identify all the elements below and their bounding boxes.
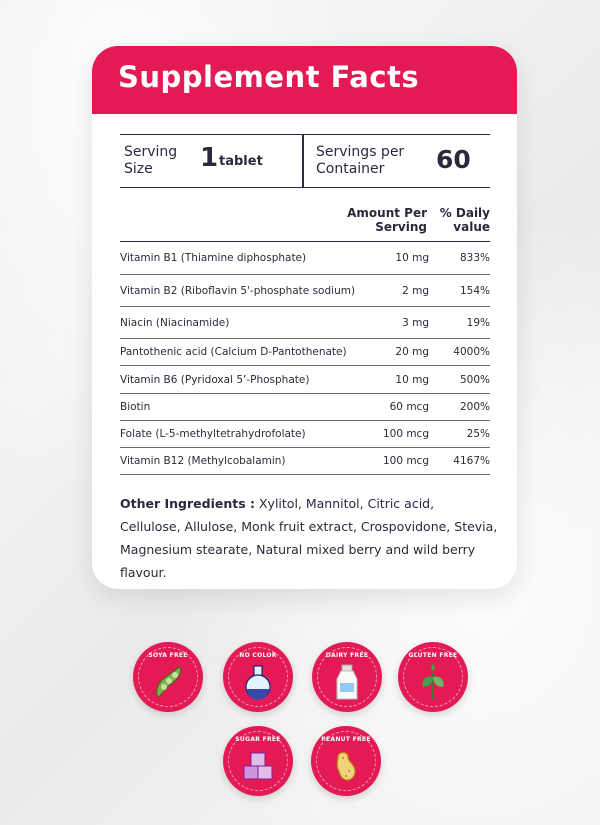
- table-row: Vitamin B1 (Thiamine diphosphate) 10 mg …: [120, 242, 490, 275]
- badge-label: GLUTEN FREE: [408, 652, 458, 659]
- servings-per-container-label: Servings per Container: [316, 144, 405, 177]
- nutrient-name: Vitamin B6 (Pyridoxal 5’-Phosphate): [120, 373, 310, 386]
- nutrient-amount: 20 mg: [395, 346, 429, 358]
- table-row: Biotin 60 mcg 200%: [120, 394, 490, 421]
- peanut-free-badge: PEANUT FREE: [311, 726, 381, 796]
- nutrient-amount: 3 mg: [402, 316, 429, 329]
- nutrient-amount: 100 mcg: [382, 428, 429, 440]
- nutrient-daily-value: 833%: [459, 252, 490, 264]
- supplement-facts-card: Supplement Facts Serving Size 1 tablet S…: [92, 46, 517, 589]
- badge-label: NO COLOR: [239, 652, 277, 659]
- table-row: Vitamin B6 (Pyridoxal 5’-Phosphate) 10 m…: [120, 366, 490, 394]
- badge-label: SUGAR FREE: [235, 736, 281, 743]
- soybean-icon: [156, 666, 181, 698]
- amount-per-serving-header: Amount Per Serving: [347, 206, 427, 234]
- badge-label: PEANUT FREE: [321, 736, 371, 743]
- nutrient-daily-value: 19%: [466, 316, 490, 329]
- nutrient-daily-value: 4000%: [453, 346, 490, 358]
- nutrient-name: Vitamin B2 (Riboflavin 5'-phosphate sodi…: [120, 284, 356, 297]
- sugar-free-badge: SUGAR FREE: [223, 726, 293, 796]
- other-ingredients: Other Ingredients : Xylitol, Mannitol, C…: [120, 492, 498, 584]
- nutrient-daily-value: 154%: [459, 284, 490, 297]
- nutrient-name: Vitamin B1 (Thiamine diphosphate): [120, 252, 307, 264]
- table-row: Pantothenic acid (Calcium D-Pantothenate…: [120, 339, 490, 366]
- dairy-free-badge: DAIRY FREE: [312, 642, 382, 712]
- nutrient-name: Folate (L-5-methyltetrahydrofolate): [120, 428, 306, 440]
- table-row: Niacin (Niacinamide) 3 mg 19%: [120, 307, 490, 339]
- header-divider: [120, 241, 490, 242]
- table-row: Vitamin B12 (Methylcobalamin) 100 mcg 41…: [120, 448, 490, 475]
- card-header: Supplement Facts: [92, 46, 517, 114]
- servings-per-container-value: 60: [436, 145, 471, 174]
- nutrient-amount: 2 mg: [402, 284, 429, 297]
- serving-info: Serving Size 1 tablet Servings per Conta…: [120, 134, 490, 188]
- flask-icon: [245, 665, 271, 700]
- serving-size-value: 1: [200, 143, 219, 173]
- other-ingredients-text: Xylitol, Mannitol, Citric acid, Cellulos…: [120, 496, 498, 580]
- nutrient-name: Pantothenic acid (Calcium D-Pantothenate…: [120, 346, 347, 358]
- other-ingredients-label: Other Ingredients :: [120, 496, 256, 511]
- milk-bottle-icon: [336, 664, 358, 700]
- gluten-free-badge: GLUTEN FREE: [398, 642, 468, 712]
- nutrient-name: Vitamin B12 (Methylcobalamin): [120, 455, 286, 467]
- page-title: Supplement Facts: [118, 60, 420, 94]
- daily-value-header: % Daily value: [439, 206, 490, 234]
- badge-label: SOYA FREE: [148, 652, 188, 659]
- table-row: Folate (L-5-methyltetrahydrofolate) 100 …: [120, 421, 490, 448]
- nutrient-daily-value: 200%: [459, 401, 490, 413]
- nutrient-amount: 60 mcg: [389, 401, 429, 413]
- serving-size-label: Serving Size: [124, 144, 178, 177]
- nutrient-amount: 100 mcg: [382, 455, 429, 467]
- soya-free-badge: SOYA FREE: [133, 642, 203, 712]
- no-color-badge: NO COLOR: [223, 642, 293, 712]
- nutrient-name: Niacin (Niacinamide): [120, 316, 230, 329]
- nutrient-daily-value: 25%: [466, 428, 490, 440]
- nutrient-name: Biotin: [120, 401, 151, 413]
- serving-size-unit: tablet: [219, 154, 263, 169]
- nutrient-table: Vitamin B1 (Thiamine diphosphate) 10 mg …: [120, 242, 490, 475]
- badge-label: DAIRY FREE: [325, 652, 369, 659]
- table-row: Vitamin B2 (Riboflavin 5'-phosphate sodi…: [120, 275, 490, 307]
- peanut-icon: [336, 751, 356, 781]
- nutrient-amount: 10 mg: [395, 252, 429, 264]
- serving-divider: [302, 135, 304, 187]
- nutrient-amount: 10 mg: [395, 373, 429, 386]
- nutrient-daily-value: 500%: [459, 373, 490, 386]
- leaf-icon: [422, 664, 444, 699]
- nutrient-daily-value: 4167%: [453, 455, 490, 467]
- sugar-cubes-icon: [243, 752, 273, 780]
